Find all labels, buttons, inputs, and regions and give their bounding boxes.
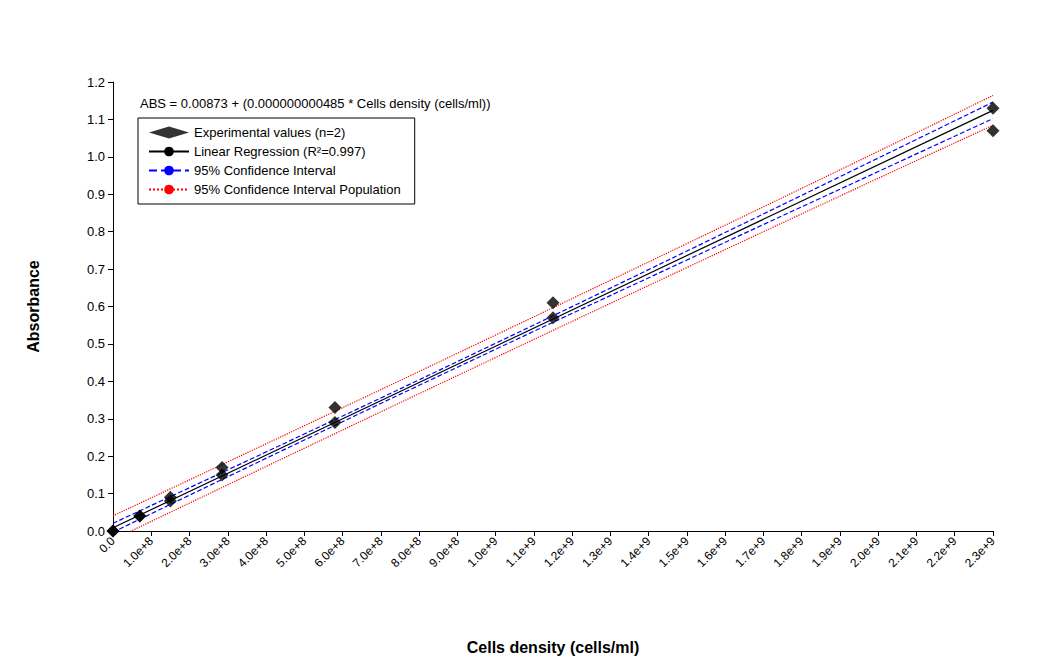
svg-text:0.3: 0.3 [87, 411, 105, 426]
svg-text:0.0: 0.0 [87, 524, 105, 539]
svg-text:0.1: 0.1 [87, 486, 105, 501]
svg-text:1.4e+9: 1.4e+9 [618, 534, 654, 570]
svg-text:1.0e+9: 1.0e+9 [464, 534, 500, 570]
svg-text:95% Confidence Interval Popula: 95% Confidence Interval Population [194, 182, 401, 197]
svg-text:1.8e+9: 1.8e+9 [771, 534, 807, 570]
svg-text:0.0: 0.0 [96, 534, 118, 556]
svg-text:6.0e+8: 6.0e+8 [311, 534, 347, 570]
svg-text:Linear Regression (R²=0.997): Linear Regression (R²=0.997) [194, 144, 366, 159]
svg-text:1.9e+9: 1.9e+9 [809, 534, 845, 570]
svg-text:1.2e+9: 1.2e+9 [541, 534, 577, 570]
svg-text:8.0e+8: 8.0e+8 [388, 534, 424, 570]
svg-text:2.3e+9: 2.3e+9 [962, 534, 998, 570]
svg-text:0.6: 0.6 [87, 299, 105, 314]
svg-text:0.2: 0.2 [87, 449, 105, 464]
svg-text:0.9: 0.9 [87, 187, 105, 202]
svg-text:7.0e+8: 7.0e+8 [350, 534, 386, 570]
svg-text:1.6e+9: 1.6e+9 [694, 534, 730, 570]
svg-text:Experimental values (n=2): Experimental values (n=2) [194, 125, 345, 140]
svg-text:1.3e+9: 1.3e+9 [579, 534, 615, 570]
svg-text:0.5: 0.5 [87, 336, 105, 351]
svg-text:Absorbance: Absorbance [25, 260, 42, 353]
svg-text:1.0e+8: 1.0e+8 [120, 534, 156, 570]
svg-text:5.0e+8: 5.0e+8 [273, 534, 309, 570]
svg-text:3.0e+8: 3.0e+8 [197, 534, 233, 570]
svg-text:Cells density (cells/ml): Cells density (cells/ml) [467, 639, 640, 656]
svg-text:95% Confidence Interval: 95% Confidence Interval [194, 163, 336, 178]
svg-text:0.7: 0.7 [87, 262, 105, 277]
svg-text:1.2: 1.2 [87, 75, 105, 90]
svg-text:0.8: 0.8 [87, 224, 105, 239]
svg-text:2.1e+9: 2.1e+9 [885, 534, 921, 570]
svg-text:1.7e+9: 1.7e+9 [732, 534, 768, 570]
svg-text:2.0e+8: 2.0e+8 [158, 534, 194, 570]
svg-text:ABS = 0.00873 + (0.00000000048: ABS = 0.00873 + (0.000000000485 * Cells … [140, 96, 490, 111]
svg-text:0.4: 0.4 [87, 374, 105, 389]
svg-text:1.5e+9: 1.5e+9 [656, 534, 692, 570]
svg-text:2.2e+9: 2.2e+9 [924, 534, 960, 570]
svg-text:1.0: 1.0 [87, 149, 105, 164]
svg-text:2.0e+9: 2.0e+9 [847, 534, 883, 570]
svg-text:4.0e+8: 4.0e+8 [235, 534, 271, 570]
svg-text:1.1: 1.1 [87, 112, 105, 127]
svg-text:9.0e+8: 9.0e+8 [426, 534, 462, 570]
svg-text:1.1e+9: 1.1e+9 [503, 534, 539, 570]
